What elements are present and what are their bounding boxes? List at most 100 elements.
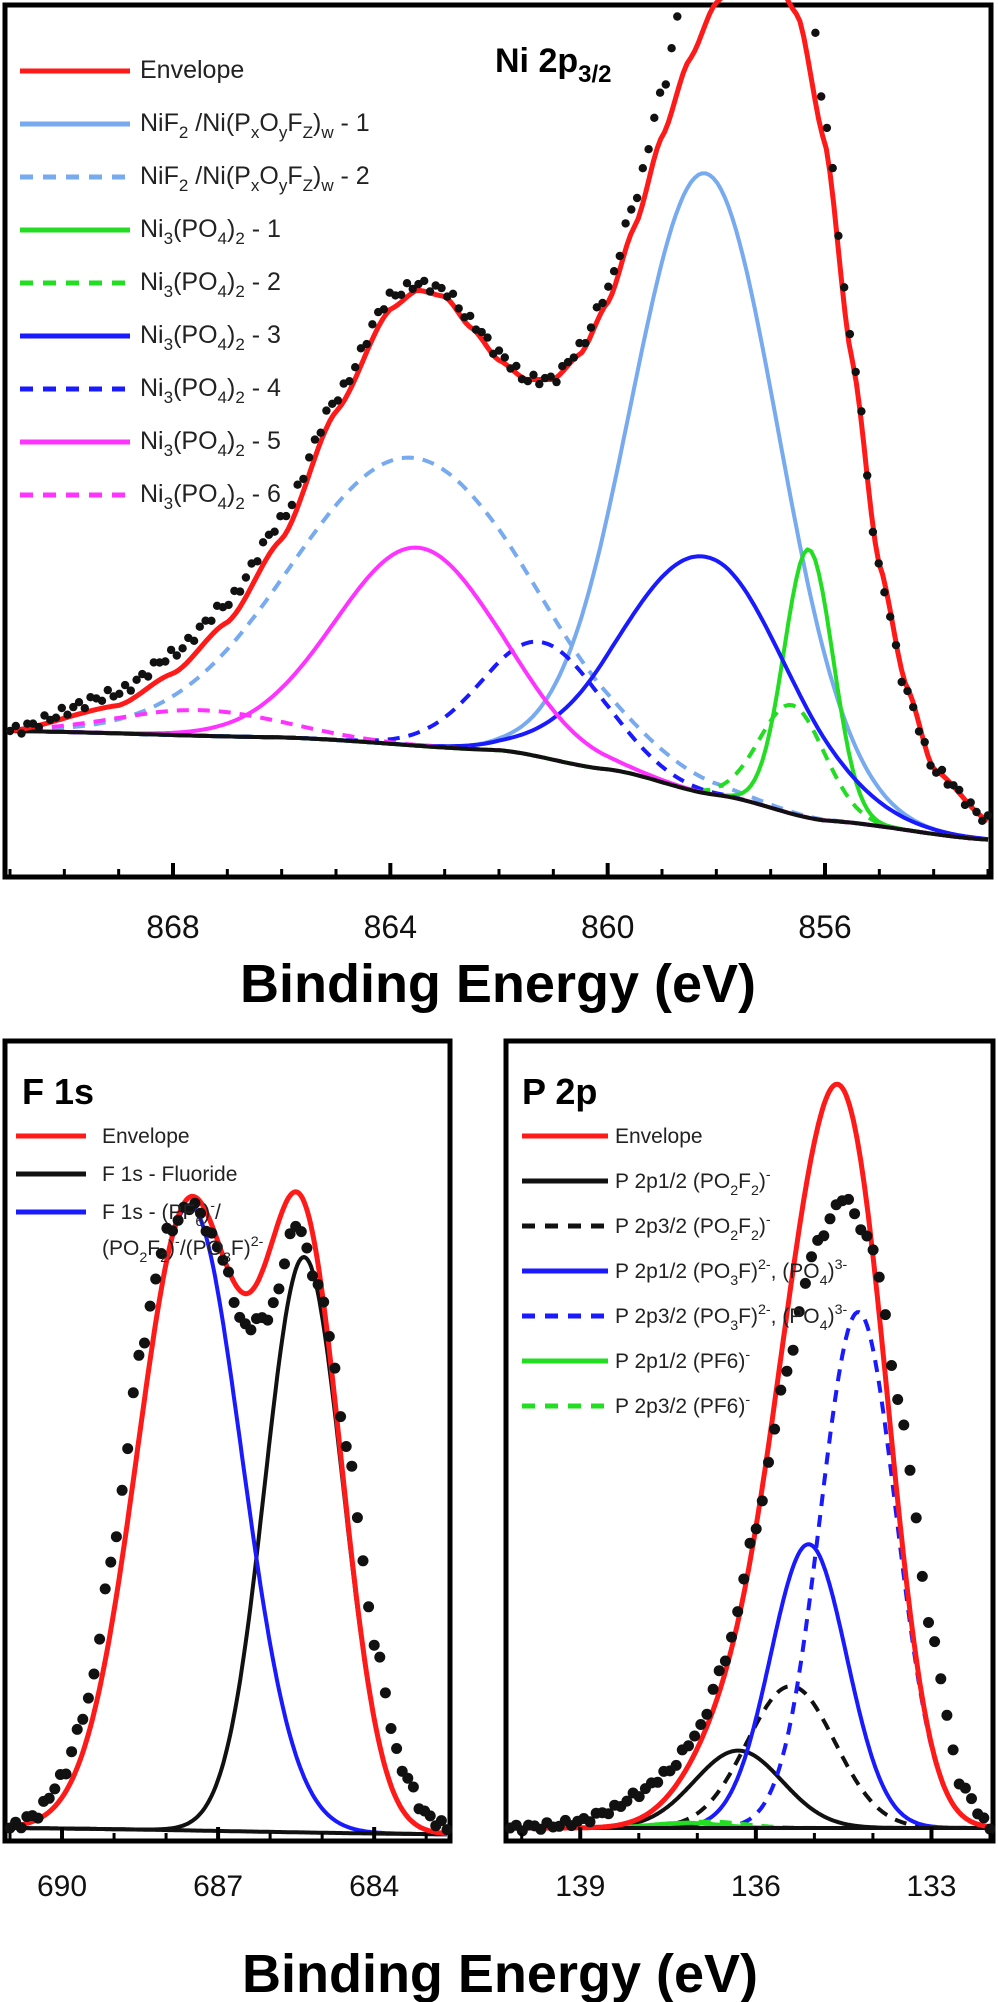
ni2p-data-point xyxy=(909,702,918,712)
f1s-data-point xyxy=(217,1254,229,1266)
ni2p-data-point xyxy=(880,588,889,597)
p2p-data-point xyxy=(769,1423,781,1435)
ni2p-data-point xyxy=(270,527,279,536)
ni2p-data-point xyxy=(638,164,647,173)
p2p-envelope xyxy=(509,1081,991,1831)
f1s-data-point xyxy=(110,1531,122,1543)
p2p-data-point xyxy=(763,1456,774,1468)
ni2p-data-point xyxy=(978,816,987,825)
f1s-data-point xyxy=(312,1279,324,1290)
f1s-legend-label-2: F 1s - Fluoride xyxy=(102,1163,237,1186)
f1s-data-point xyxy=(88,1668,100,1680)
ni2p-data-point xyxy=(592,303,601,312)
ni2p-data-point xyxy=(316,428,325,437)
p-2p-frame xyxy=(503,1038,996,1844)
f1s-data-point xyxy=(318,1296,330,1308)
f1s-data-point xyxy=(340,1441,352,1452)
f1s-data-point xyxy=(245,1324,257,1336)
ni2p-data-point xyxy=(552,377,561,387)
ni2p-data-point xyxy=(604,282,613,291)
ni2p-data-point xyxy=(840,283,849,292)
ni2p-data-point xyxy=(287,500,297,510)
ni2p-data-point xyxy=(655,88,665,97)
ni2p-data-point xyxy=(667,44,676,53)
f1s-data-point xyxy=(105,1556,117,1568)
f1s-data-point xyxy=(116,1484,128,1496)
f1s-data-point xyxy=(189,1197,201,1209)
f1s-data-point xyxy=(379,1687,391,1699)
f1s-data-point xyxy=(402,1772,414,1784)
ni2p-data-point xyxy=(63,710,72,719)
ni2p-data-point xyxy=(569,353,578,362)
p2p-data-point xyxy=(843,1193,854,1205)
f1s-data-point xyxy=(167,1225,178,1237)
p2p-data-point xyxy=(744,1537,756,1549)
f1s-data-point xyxy=(357,1555,369,1567)
p2p-data-point xyxy=(695,1719,707,1730)
ni-2p-title: Ni 2p3/2 xyxy=(495,42,612,88)
ni2p-data-point xyxy=(448,289,458,298)
p2p-data-point xyxy=(683,1740,694,1752)
p2p-data-point xyxy=(959,1782,971,1794)
ni2p-data-point xyxy=(333,396,343,405)
ni-2p-title-sub: 3/2 xyxy=(578,61,611,88)
ni2p-data-point xyxy=(834,231,843,240)
ni-2p-legend: Envelope NiF2 /Ni(PxOyFZ)w - 1 NiF2 /Ni(Px… xyxy=(20,56,370,513)
f1s-data-point xyxy=(139,1337,150,1349)
ni2p-data-point xyxy=(5,726,15,736)
f1s-data-point xyxy=(435,1815,447,1827)
ni2p-data-point xyxy=(34,722,43,732)
p2p-data-point xyxy=(756,1495,768,1507)
p2p-data-point xyxy=(726,1631,737,1643)
ni2p-data-point xyxy=(845,329,855,339)
ni2p-data-point xyxy=(17,729,26,738)
f1s-data-point xyxy=(195,1207,206,1219)
p-2p-title: P 2p xyxy=(522,1071,597,1112)
ni2p-data-point xyxy=(920,737,929,747)
p2p-data-point xyxy=(873,1271,885,1283)
f1s-data-point xyxy=(172,1214,184,1226)
ni2p-data-point xyxy=(69,702,78,712)
ni2p-data-point xyxy=(828,163,837,173)
p2p-data-point xyxy=(732,1606,744,1618)
ni2p-data-point xyxy=(903,686,912,696)
p2p-x-tick-label: 133 xyxy=(906,1870,956,1903)
ni2p-data-point xyxy=(673,12,682,21)
f1s-data-point xyxy=(391,1743,403,1754)
ni2p-data-point xyxy=(115,689,124,698)
p2p-data-point xyxy=(621,1795,633,1807)
f-1s-x-ticks: 690 687 684 xyxy=(8,1827,428,1903)
ni2p-data-point xyxy=(120,680,130,690)
ni2p-data-point xyxy=(368,320,377,329)
p2p-data-point xyxy=(603,1808,614,1820)
ni2p-data-point xyxy=(281,511,291,521)
p2p-data-point xyxy=(775,1384,787,1396)
p2p-data-point xyxy=(750,1523,762,1535)
ni2p-data-point xyxy=(983,811,993,820)
ni2p-legend-label-3: NiF2 /Ni(PxOyFZ)w - 2 xyxy=(140,162,370,195)
ni2p-data-point xyxy=(891,640,901,650)
ni2p-legend-label-2: NiF2 /Ni(PxOyFZ)w - 1 xyxy=(140,109,370,142)
ni-2p-panel: Ni 2p3/2 Envelope NiF2 /Ni(PxOyFZ)w - 1 Ni… xyxy=(2,0,994,1014)
ni2p-data-point xyxy=(126,686,135,695)
f1s-data-point xyxy=(206,1227,218,1239)
p2p-data-point xyxy=(861,1230,873,1242)
f1s-data-point xyxy=(346,1460,358,1472)
f1s-data-point xyxy=(335,1411,347,1423)
ni2p-data-point xyxy=(356,344,366,353)
f1s-data-point xyxy=(43,1792,55,1804)
ni2p-data-point xyxy=(851,367,860,377)
f1s-data-point xyxy=(82,1692,94,1704)
ni2p-data-point xyxy=(397,290,406,299)
ni2p-data-point xyxy=(362,339,371,349)
ni2p-data-point xyxy=(466,311,475,321)
ni2p-legend-label-4: Ni3(PO4)2 - 1 xyxy=(140,215,281,248)
f1s-data-point xyxy=(329,1362,341,1374)
p2p-data-point xyxy=(935,1673,947,1685)
ni2p-data-point xyxy=(546,372,555,381)
f1s-data-point xyxy=(155,1248,167,1259)
ni2p-data-point xyxy=(483,333,492,342)
ni2p-data-point xyxy=(97,696,107,705)
ni2p-data-point xyxy=(425,287,435,296)
ni2p-data-point xyxy=(914,727,924,736)
